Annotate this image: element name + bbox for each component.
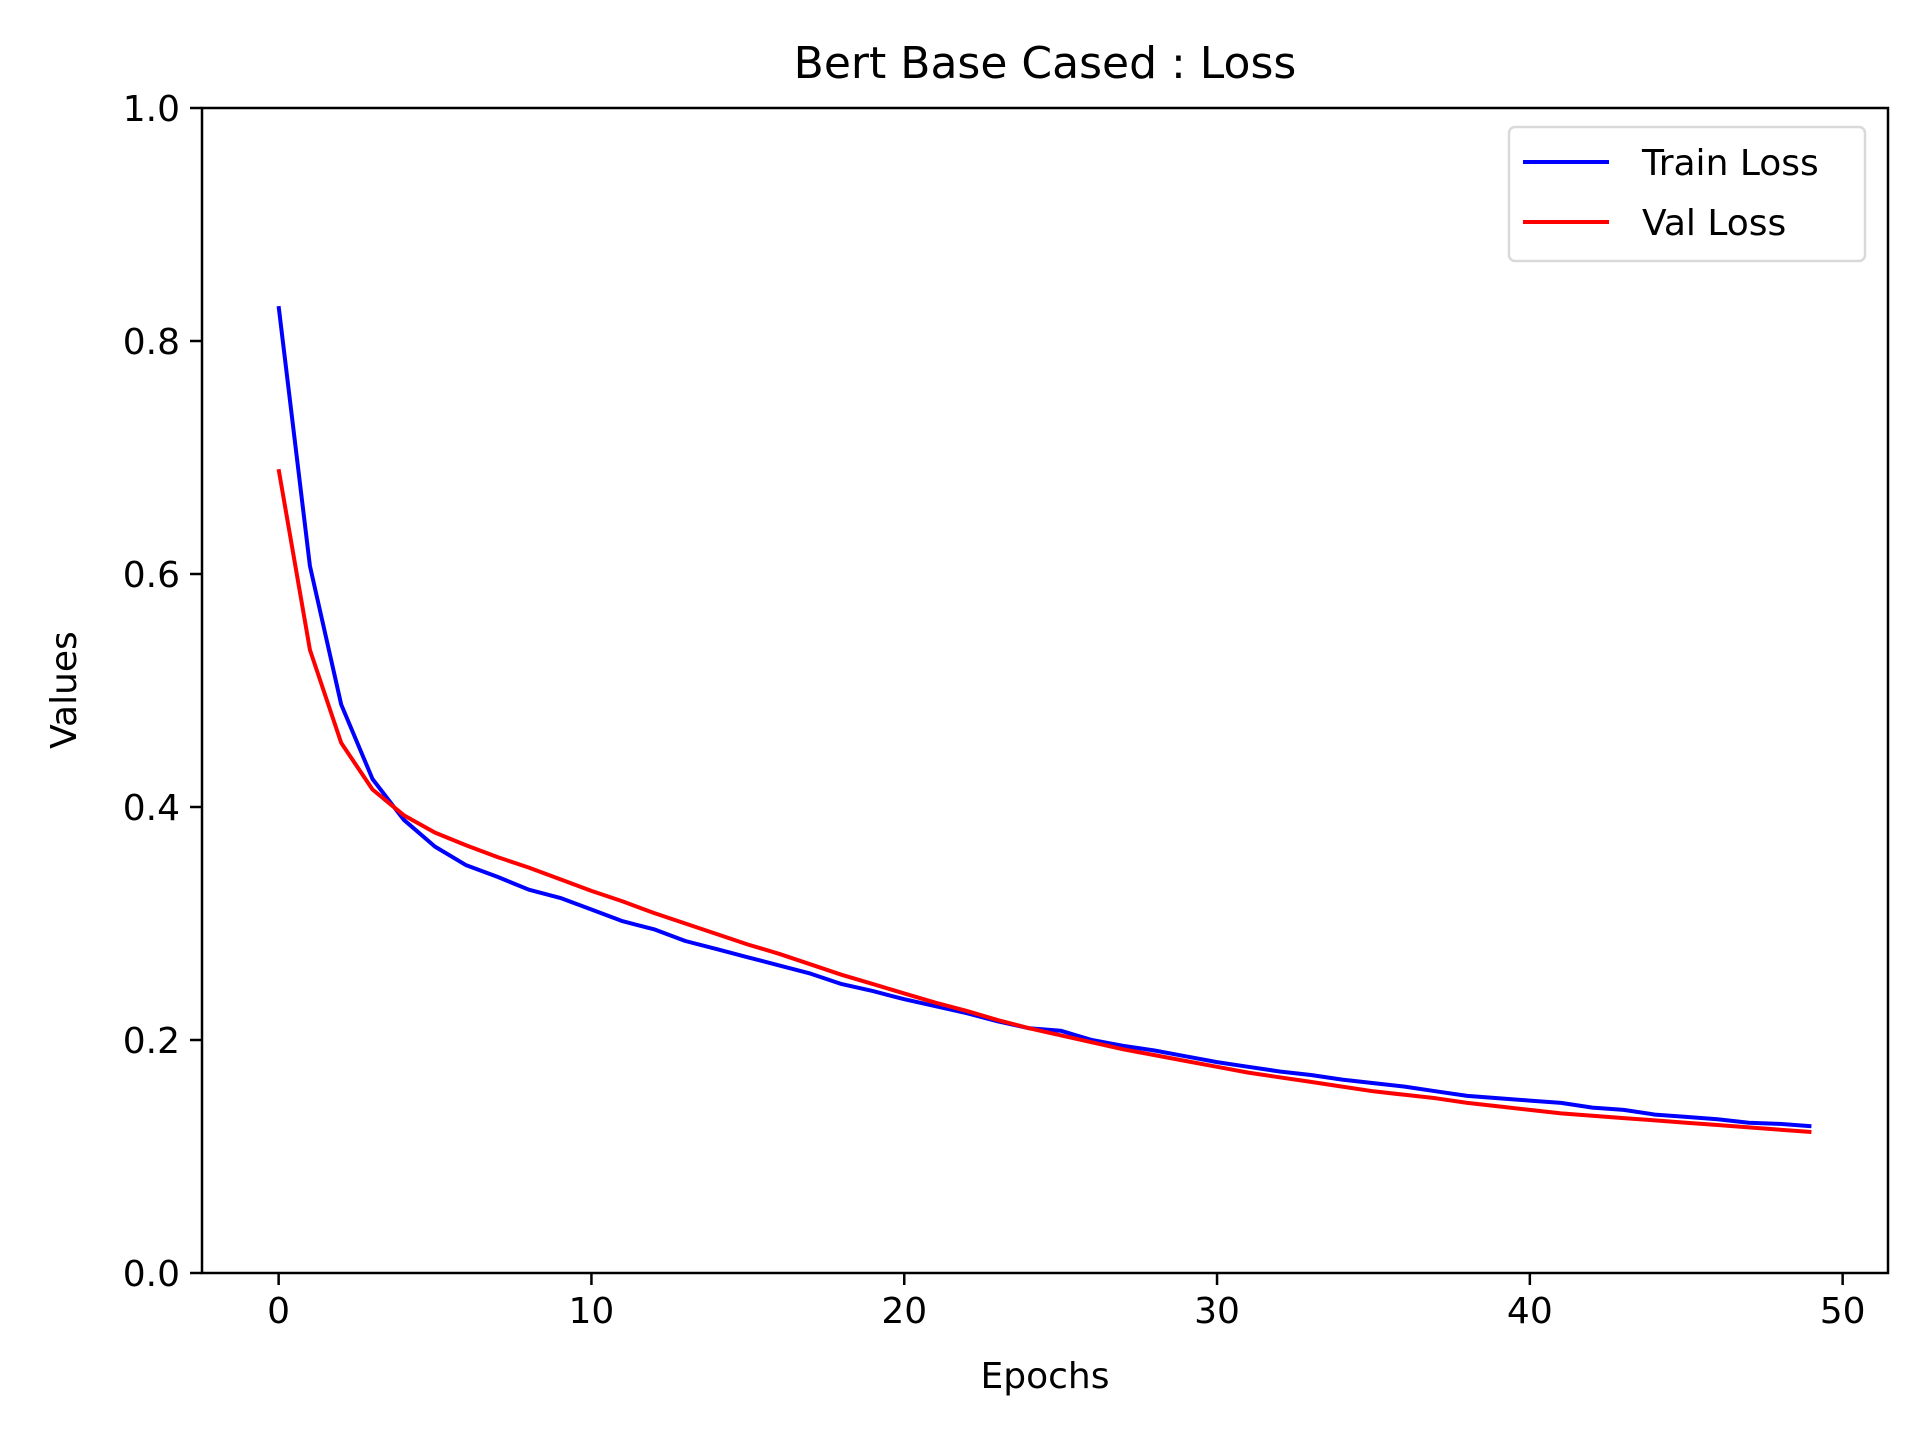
y-tick-label: 0.2 [123,1021,180,1062]
x-tick-label: 20 [881,1291,927,1332]
legend: Train Loss Val Loss [1507,125,1867,263]
legend-val-loss-label: Val Loss [1642,203,1786,244]
x-tick-label: 30 [1194,1291,1240,1332]
series-line-val-loss [276,468,1812,1134]
y-tick-label: 1.0 [123,89,180,130]
x-tick-label: 0 [267,1291,290,1332]
y-axis-ticks: 0.0 0.2 0.4 0.6 0.8 1.0 [123,89,202,1295]
y-tick-label: 0.8 [123,322,180,363]
plot-lines [276,305,1812,1134]
y-tick-label: 0.4 [123,788,180,829]
x-axis-label: Epochs [981,1356,1110,1397]
y-axis-label: Values [44,631,85,749]
plot-frame [200,106,1890,1275]
y-tick-label: 0.6 [123,555,180,596]
x-tick-label: 50 [1820,1291,1866,1332]
x-tick-label: 40 [1507,1291,1553,1332]
series-line-train-loss [276,305,1812,1129]
chart-title: Bert Base Cased : Loss [794,38,1297,89]
legend-train-loss-label: Train Loss [1641,143,1819,184]
x-tick-label: 10 [569,1291,615,1332]
x-axis-ticks: 0 10 20 30 40 50 [267,1273,1866,1332]
y-tick-label: 0.0 [123,1254,180,1295]
